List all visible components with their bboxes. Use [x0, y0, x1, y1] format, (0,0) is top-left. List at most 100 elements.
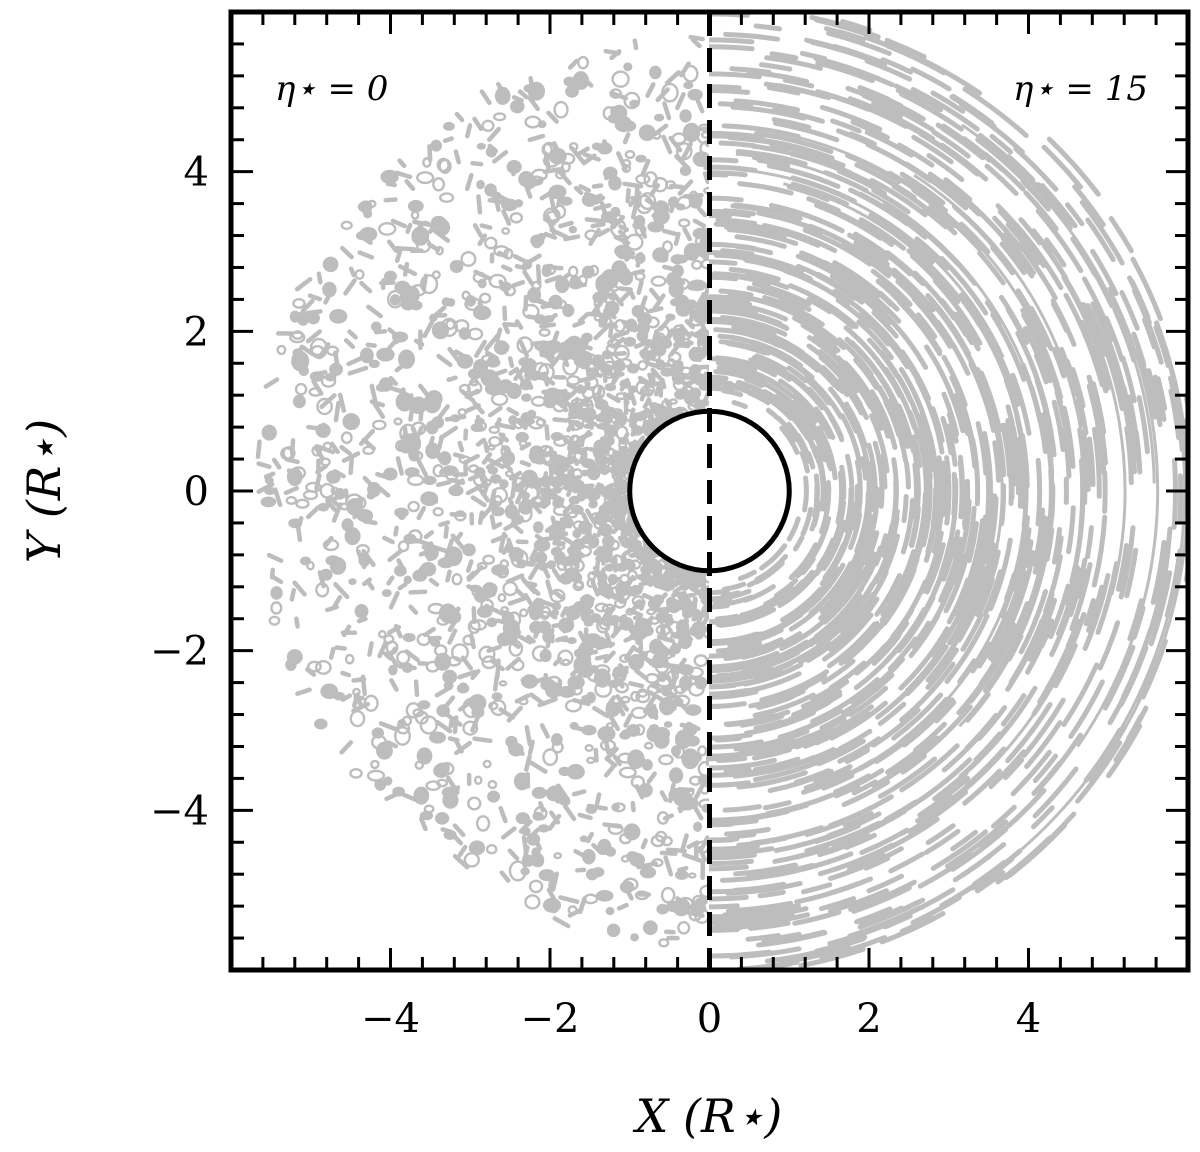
- streak: [1140, 638, 1168, 700]
- clump: [529, 547, 539, 561]
- streak: [1000, 235, 1035, 279]
- clump: [410, 210, 420, 220]
- clump: [599, 606, 612, 625]
- clump: [535, 264, 542, 286]
- streak: [890, 579, 928, 640]
- clump: [454, 740, 473, 756]
- clump: [329, 362, 344, 376]
- clump: [407, 199, 424, 213]
- streak: [977, 250, 1006, 286]
- streak: [747, 920, 791, 931]
- clump: [597, 359, 611, 376]
- clump: [634, 223, 647, 237]
- streak: [906, 248, 961, 305]
- clump: [577, 663, 594, 678]
- clump: [487, 126, 501, 142]
- clump: [679, 790, 691, 800]
- clump: [674, 870, 689, 880]
- streak: [724, 223, 787, 240]
- streak: [766, 85, 801, 96]
- clump: [686, 721, 701, 732]
- clump: [449, 260, 464, 274]
- streak: [848, 131, 877, 147]
- clump: [542, 471, 549, 484]
- clump: [585, 508, 597, 525]
- clump: [320, 683, 339, 700]
- clump: [390, 218, 408, 229]
- streak: [868, 461, 877, 513]
- clump: [665, 313, 676, 321]
- streak: [828, 794, 894, 829]
- streak: [1086, 584, 1105, 633]
- clump: [661, 558, 675, 567]
- streak: [773, 577, 799, 599]
- clump: [530, 340, 547, 347]
- streak: [1136, 395, 1150, 455]
- clump: [443, 525, 449, 539]
- streak: [1051, 346, 1067, 379]
- clump: [397, 158, 407, 169]
- clump: [354, 603, 369, 619]
- streak: [1064, 564, 1080, 606]
- streak: [709, 852, 757, 861]
- clump: [611, 672, 625, 689]
- streak: [774, 851, 854, 878]
- clump: [667, 357, 676, 367]
- streak: [821, 519, 847, 571]
- clump: [622, 533, 631, 547]
- streak: [973, 731, 1003, 763]
- clump: [627, 385, 639, 393]
- clump: [473, 269, 493, 281]
- clump: [687, 872, 697, 879]
- clump: [361, 548, 376, 567]
- streak: [1124, 425, 1134, 486]
- streak: [929, 300, 976, 368]
- streak: [956, 674, 990, 716]
- clump: [456, 354, 474, 369]
- streak: [709, 274, 739, 282]
- clump: [616, 902, 629, 911]
- streak: [800, 882, 833, 895]
- streak: [782, 182, 981, 328]
- clump: [630, 690, 641, 702]
- clump: [435, 719, 453, 734]
- streak: [808, 620, 840, 648]
- streak: [896, 142, 935, 168]
- streak: [999, 241, 1027, 276]
- clump: [343, 278, 357, 296]
- streak: [982, 569, 1003, 617]
- clump: [416, 505, 427, 521]
- streak: [709, 213, 732, 219]
- clump: [348, 456, 354, 476]
- streak: [850, 666, 896, 706]
- clump: [646, 397, 656, 412]
- clump: [263, 377, 280, 389]
- clump: [574, 580, 585, 589]
- clump: [542, 489, 552, 499]
- clump: [678, 799, 689, 814]
- clump: [635, 173, 651, 185]
- clump: [452, 853, 470, 870]
- streak: [709, 682, 737, 690]
- clump: [479, 292, 492, 304]
- clump: [481, 354, 495, 364]
- clump: [634, 890, 650, 901]
- clump: [370, 321, 382, 332]
- clump: [432, 177, 446, 192]
- streak: [715, 640, 762, 654]
- clump: [608, 576, 622, 586]
- clump: [615, 694, 630, 712]
- streak: [999, 294, 1030, 345]
- streak: [790, 375, 820, 403]
- streak: [760, 929, 827, 947]
- clump: [487, 779, 498, 790]
- clump: [306, 424, 320, 431]
- clump: [527, 133, 546, 143]
- clump: [343, 338, 356, 349]
- clump: [423, 530, 435, 540]
- clump: [564, 699, 582, 713]
- x-tick-label: 2: [856, 996, 881, 1042]
- clump: [516, 559, 527, 569]
- clump: [286, 649, 303, 665]
- clump: [697, 774, 709, 786]
